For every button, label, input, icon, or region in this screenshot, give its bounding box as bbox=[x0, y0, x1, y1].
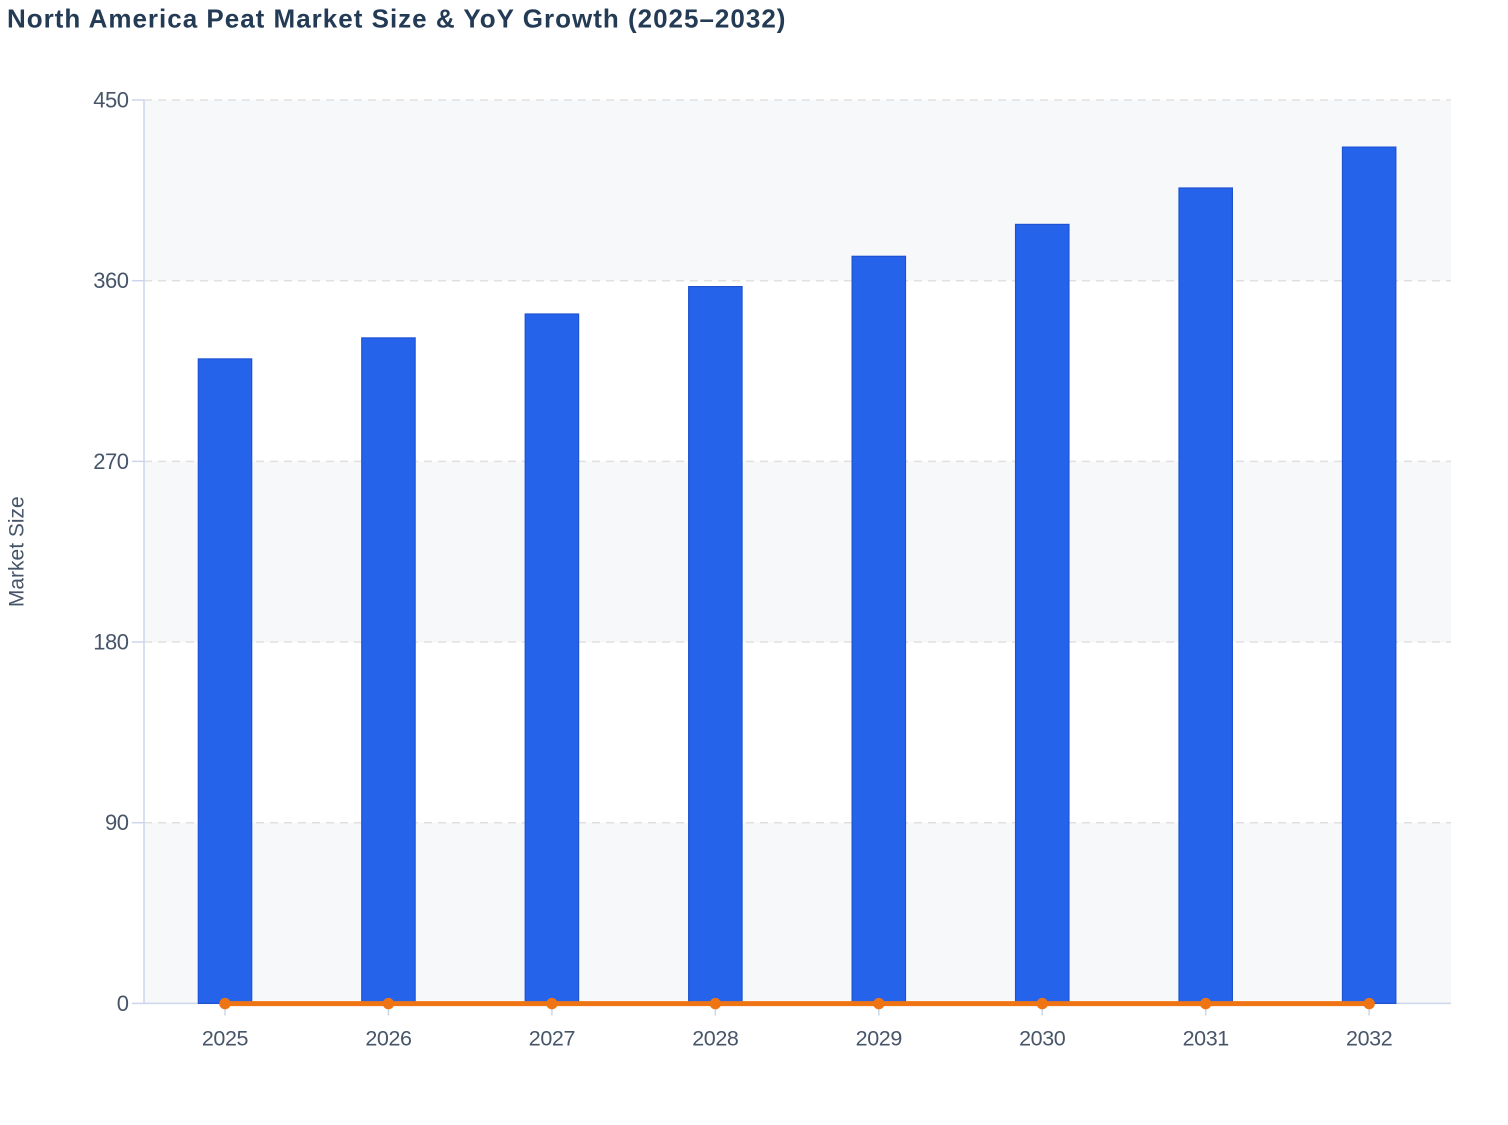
svg-text:2025: 2025 bbox=[202, 1027, 249, 1051]
svg-text:North America Peat Market Size: North America Peat Market Size & YoY Gro… bbox=[7, 4, 786, 34]
svg-text:Market Size: Market Size bbox=[5, 496, 28, 607]
svg-text:2032: 2032 bbox=[1346, 1027, 1392, 1051]
svg-text:270: 270 bbox=[93, 449, 128, 474]
svg-text:180: 180 bbox=[93, 630, 128, 655]
svg-text:0: 0 bbox=[117, 991, 129, 1016]
svg-text:2029: 2029 bbox=[856, 1027, 902, 1051]
svg-text:450: 450 bbox=[93, 88, 128, 113]
svg-text:2031: 2031 bbox=[1183, 1027, 1229, 1051]
svg-text:2026: 2026 bbox=[365, 1027, 412, 1051]
svg-text:2028: 2028 bbox=[692, 1027, 739, 1051]
svg-text:360: 360 bbox=[93, 268, 128, 293]
svg-text:2030: 2030 bbox=[1019, 1027, 1066, 1051]
svg-text:2027: 2027 bbox=[529, 1027, 575, 1051]
svg-text:90: 90 bbox=[105, 810, 129, 835]
